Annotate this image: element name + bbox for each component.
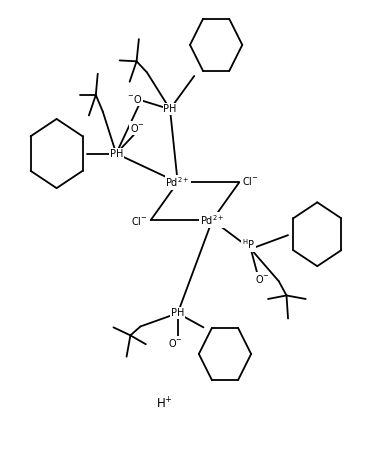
Text: $^{\rm H}$P: $^{\rm H}$P bbox=[242, 238, 255, 251]
Text: Cl$^{-}$: Cl$^{-}$ bbox=[131, 216, 147, 227]
Text: H$^{+}$: H$^{+}$ bbox=[156, 396, 173, 412]
Text: PH: PH bbox=[171, 308, 184, 318]
Text: O$^{-}$: O$^{-}$ bbox=[130, 122, 145, 134]
Text: PH: PH bbox=[110, 149, 123, 158]
Text: O$^{-}$: O$^{-}$ bbox=[168, 337, 183, 349]
Text: Pd$^{2+}$: Pd$^{2+}$ bbox=[165, 176, 190, 189]
Text: Pd$^{2+}$: Pd$^{2+}$ bbox=[200, 213, 225, 227]
Text: PH: PH bbox=[163, 104, 177, 114]
Text: $^{-}$O: $^{-}$O bbox=[127, 93, 142, 106]
Text: Cl$^{-}$: Cl$^{-}$ bbox=[243, 175, 259, 187]
Text: O$^{-}$: O$^{-}$ bbox=[255, 273, 269, 285]
